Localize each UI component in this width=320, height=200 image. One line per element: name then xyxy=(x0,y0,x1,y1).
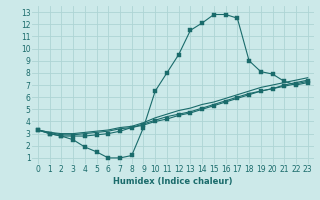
X-axis label: Humidex (Indice chaleur): Humidex (Indice chaleur) xyxy=(113,177,233,186)
